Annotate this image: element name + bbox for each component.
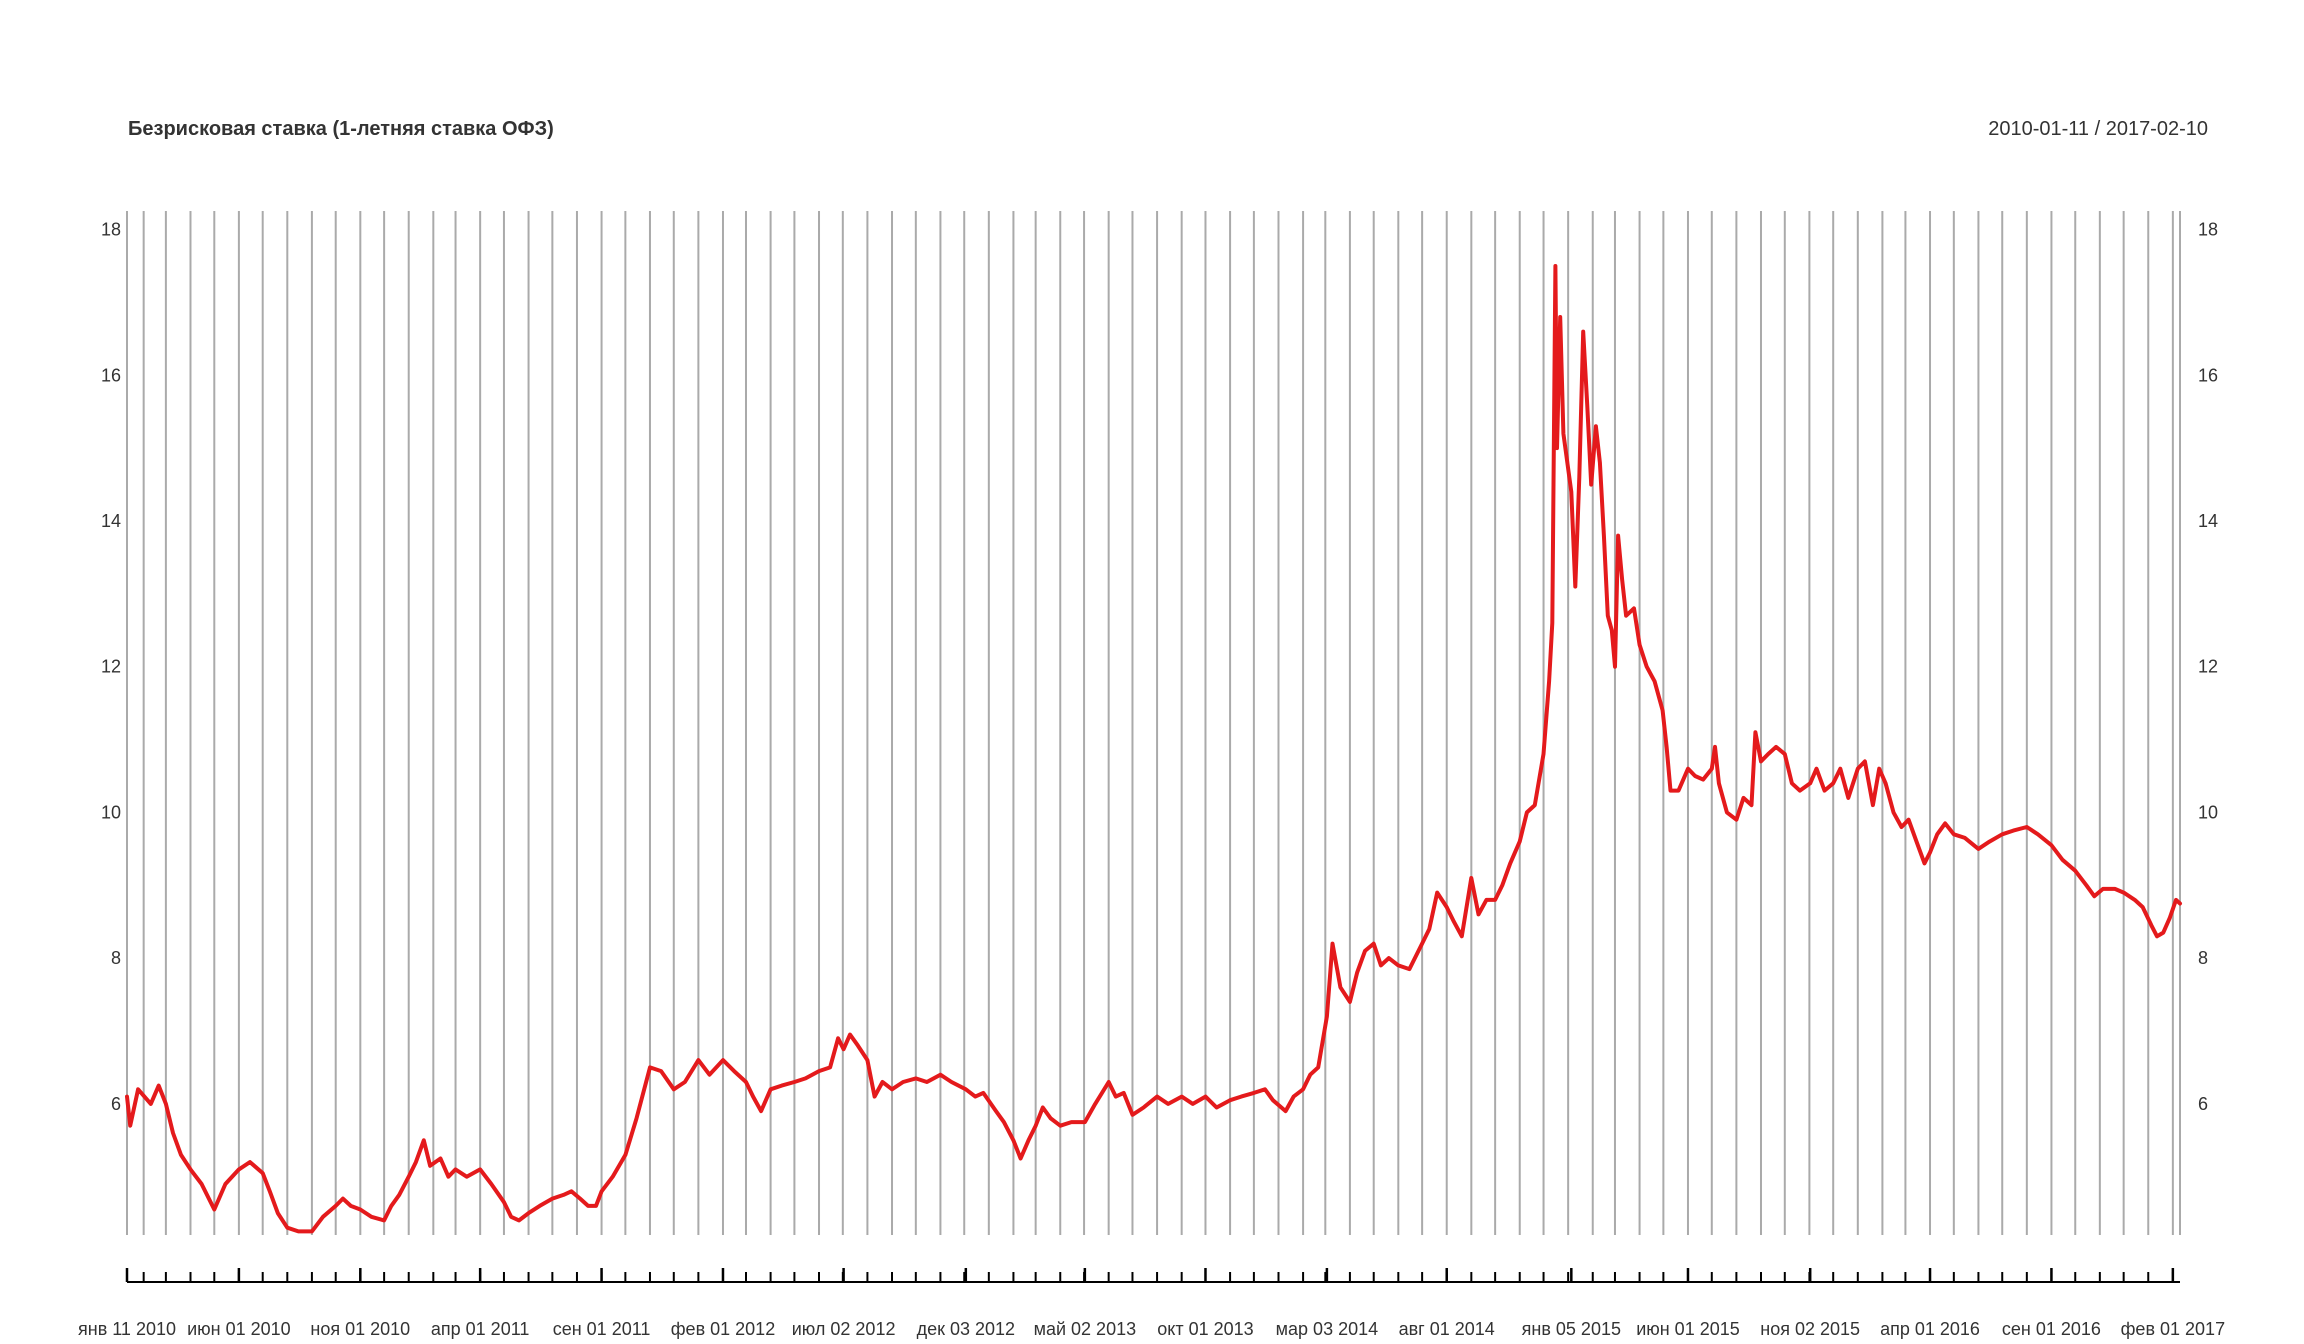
x-tick-label: янв 11 2010 xyxy=(78,1319,176,1339)
y-tick-label-left: 12 xyxy=(101,657,121,677)
y-tick-label-left: 8 xyxy=(111,948,121,968)
axes: янв 11 2010 июн 01 2010 ноя 01 2010 апр 01 … xyxy=(78,220,2225,1339)
x-tick-label: май 02 2013 xyxy=(1034,1319,1137,1339)
x-tick-label: июн 01 2010 xyxy=(187,1319,291,1339)
x-tick-label: дек 03 2012 xyxy=(917,1319,1015,1339)
y-tick-label-left: 14 xyxy=(101,511,121,531)
x-tick-label: июл 02 2012 xyxy=(792,1319,896,1339)
x-tick-label: мар 03 2014 xyxy=(1276,1319,1378,1339)
chart-date-range: 2010-01-11 / 2017-02-10 xyxy=(1988,118,2208,140)
y-tick-label-right: 12 xyxy=(2198,657,2218,677)
series-layer xyxy=(125,264,2182,1234)
x-tick-label: фев 01 2012 xyxy=(671,1319,775,1339)
y-tick-label-left: 16 xyxy=(101,365,121,385)
x-tick-label: апр 01 2016 xyxy=(1880,1319,1980,1339)
y-tick-label-right: 16 xyxy=(2198,365,2218,385)
y-tick-label-left: 10 xyxy=(101,802,121,822)
y-tick-label-left: 18 xyxy=(101,220,121,240)
x-tick-label: ноя 02 2015 xyxy=(1760,1319,1860,1339)
y-tick-label-right: 18 xyxy=(2198,220,2218,240)
x-tick-label: сен 01 2016 xyxy=(2002,1319,2101,1339)
x-tick-label: фев 01 2017 xyxy=(2121,1319,2225,1339)
x-tick-label: апр 01 2011 xyxy=(431,1319,530,1339)
x-tick-label: окт 01 2013 xyxy=(1157,1319,1253,1339)
x-tick-label: сен 01 2011 xyxy=(553,1319,651,1339)
chart-title: Безрисковая ставка (1-летняя ставка ОФЗ) xyxy=(128,118,554,140)
grid-lines xyxy=(126,211,2181,1235)
y-tick-label-right: 8 xyxy=(2198,948,2208,968)
y-tick-label-right: 10 xyxy=(2198,802,2218,822)
y-tick-label-right: 14 xyxy=(2198,511,2218,531)
x-tick-label: июн 01 2015 xyxy=(1636,1319,1740,1339)
x-tick-label: янв 05 2015 xyxy=(1522,1319,1621,1339)
series-line xyxy=(125,264,2182,1234)
x-tick-label: ноя 01 2010 xyxy=(310,1319,410,1339)
y-tick-label-right: 6 xyxy=(2198,1094,2208,1114)
y-tick-label-left: 6 xyxy=(111,1094,121,1114)
x-tick-label: авг 01 2014 xyxy=(1399,1319,1495,1339)
